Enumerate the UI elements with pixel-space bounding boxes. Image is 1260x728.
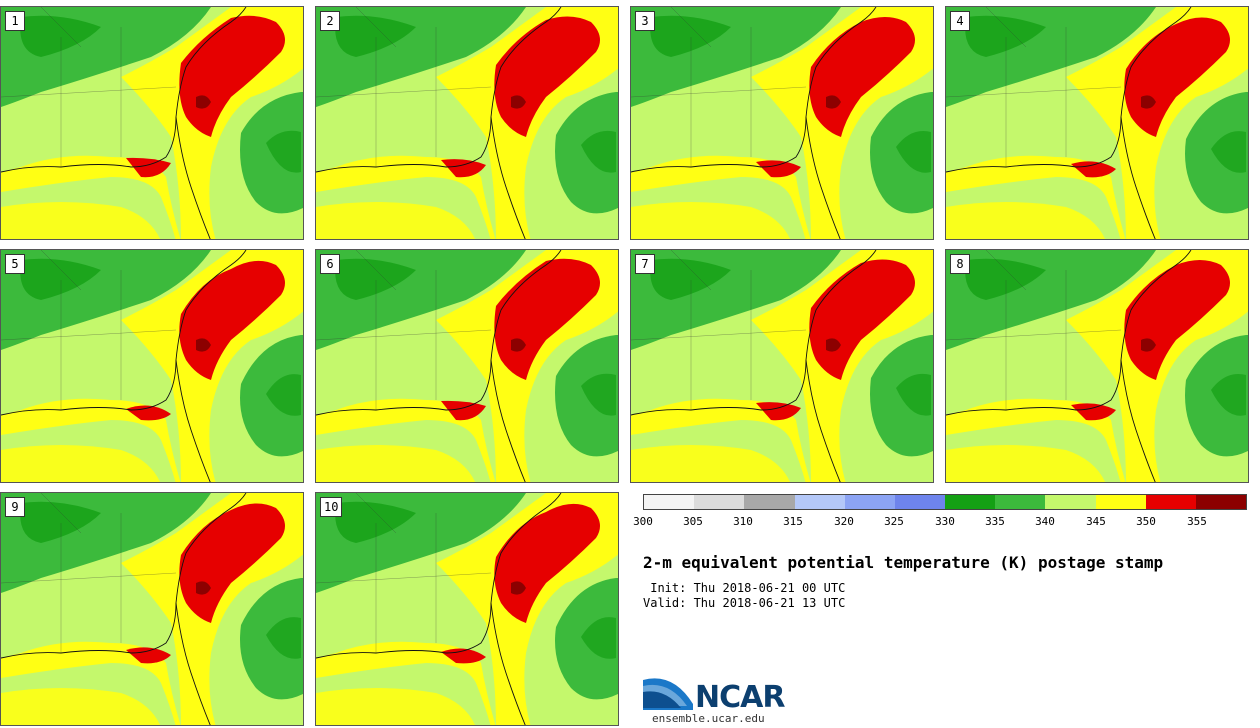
map-field: [631, 7, 933, 239]
stamp-panel-6: 6: [315, 249, 619, 483]
valid-time: Valid: Thu 2018-06-21 13 UTC: [643, 596, 846, 610]
colorbar-segment: [844, 495, 895, 509]
stamp-panel-8: 8: [945, 249, 1249, 483]
member-label: 2: [320, 11, 340, 31]
colorbar-tick: 300: [633, 515, 653, 528]
colorbar-segment: [1045, 495, 1096, 509]
colorbar-tick: 315: [783, 515, 803, 528]
colorbar-segment: [1145, 495, 1196, 509]
colorbar-segment: [995, 495, 1046, 509]
logo-url: ensemble.ucar.edu: [652, 712, 765, 725]
colorbar-segment: [1095, 495, 1146, 509]
colorbar-segment: [945, 495, 996, 509]
map-field: [316, 493, 618, 725]
colorbar-segment: [794, 495, 845, 509]
member-label: 6: [320, 254, 340, 274]
colorbar-tick: 350: [1136, 515, 1156, 528]
member-label: 10: [320, 497, 343, 517]
member-label: 5: [5, 254, 25, 274]
map-field: [316, 7, 618, 239]
colorbar-tick: 325: [884, 515, 904, 528]
colorbar-tick: 310: [733, 515, 753, 528]
colorbar-segment: [744, 495, 795, 509]
stamp-panel-1: 1: [0, 6, 304, 240]
colorbar-tick: 345: [1086, 515, 1106, 528]
stamp-panel-5: 5: [0, 249, 304, 483]
map-field: [316, 250, 618, 482]
stamp-panel-10: 10: [315, 492, 619, 726]
colorbar-tick: 355: [1187, 515, 1207, 528]
colorbar-tick: 340: [1035, 515, 1055, 528]
logo-text: NCAR: [695, 680, 785, 715]
member-label: 4: [950, 11, 970, 31]
member-label: 7: [635, 254, 655, 274]
colorbar-segment: [694, 495, 745, 509]
member-label: 8: [950, 254, 970, 274]
map-field: [1, 493, 303, 725]
colorbar-tick: 335: [985, 515, 1005, 528]
stamp-panel-4: 4: [945, 6, 1249, 240]
ncar-logo-icon: [643, 678, 693, 710]
colorbar: [643, 494, 1247, 510]
map-field: [631, 250, 933, 482]
colorbar-segment: [894, 495, 946, 509]
colorbar-tick: 320: [834, 515, 854, 528]
stamp-panel-9: 9: [0, 492, 304, 726]
colorbar-segment: [644, 495, 695, 509]
map-field: [1, 7, 303, 239]
map-field: [1, 250, 303, 482]
figure-title: 2-m equivalent potential temperature (K)…: [643, 553, 1164, 572]
stamp-panel-2: 2: [315, 6, 619, 240]
map-field: [946, 7, 1248, 239]
colorbar-segment: [1195, 495, 1247, 509]
member-label: 9: [5, 497, 25, 517]
colorbar-tick: 305: [683, 515, 703, 528]
stamp-panel-3: 3: [630, 6, 934, 240]
member-label: 1: [5, 11, 25, 31]
colorbar-tick: 330: [935, 515, 955, 528]
init-time: Init: Thu 2018-06-21 00 UTC: [643, 581, 846, 595]
member-label: 3: [635, 11, 655, 31]
stamp-panel-7: 7: [630, 249, 934, 483]
map-field: [946, 250, 1248, 482]
